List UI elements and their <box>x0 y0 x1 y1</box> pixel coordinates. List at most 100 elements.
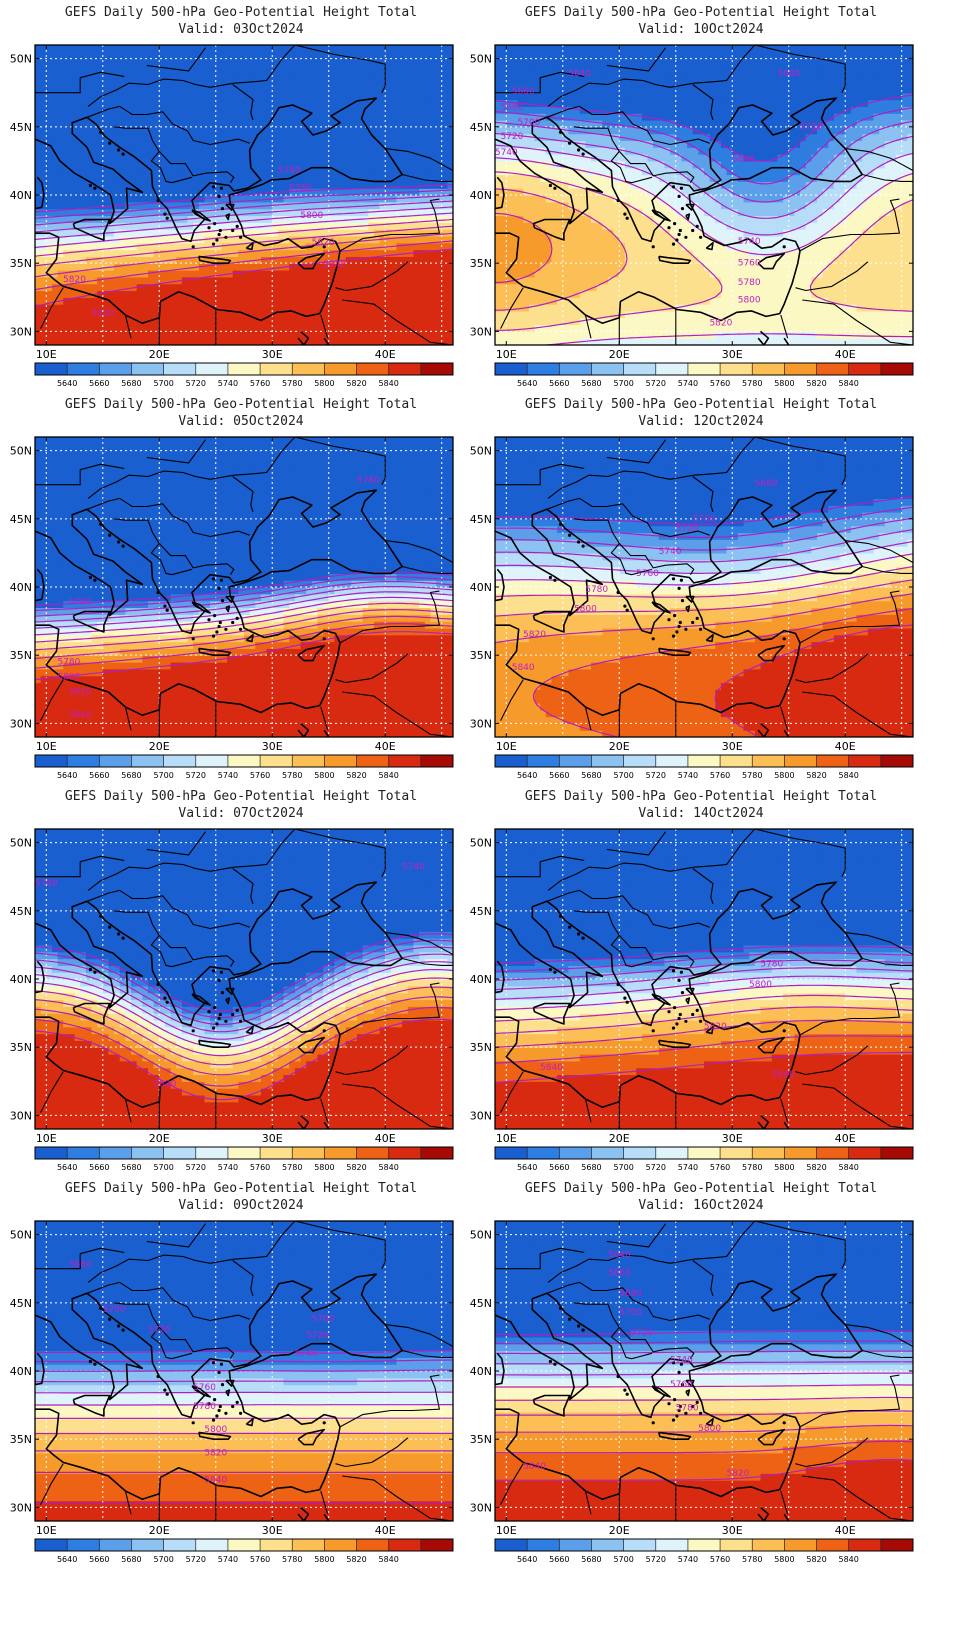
contour-label: 5680 <box>755 479 778 489</box>
contour-label: 5840 <box>69 711 92 721</box>
colorbar-swatch <box>35 755 68 767</box>
contour-label: 5800 <box>698 1424 721 1434</box>
contour-label: 5820 <box>69 688 92 698</box>
contour-label: 5680 <box>619 1289 642 1299</box>
contour-label: 5840 <box>91 309 114 319</box>
contour-label: 5640 <box>568 69 591 79</box>
colorbar-label: 5820 <box>346 379 366 388</box>
panel-title: GEFS Daily 500-hPa Geo-Potential Height … <box>460 1181 942 1197</box>
lon-tick-label: 20E <box>609 1524 630 1537</box>
colorbar-label: 5640 <box>517 771 537 780</box>
colorbar-swatch <box>623 755 657 767</box>
map-panel: GEFS Daily 500-hPa Geo-Potential Height … <box>0 1176 482 1586</box>
colorbar-swatch <box>356 1147 389 1159</box>
colorbar-swatch <box>356 1539 389 1551</box>
contour-labels: 5780 5820 5740 <box>35 863 425 1090</box>
axes: 10E 20E 30E 40E 50N 45N 40N 35N 30N <box>470 829 913 1145</box>
contour-label: 5780 <box>738 278 761 288</box>
colorbar-swatch <box>227 363 261 375</box>
contour-label: 5760 <box>738 259 761 269</box>
lon-tick-label: 40E <box>835 1524 856 1537</box>
colorbar: 5640 5660 5680 5700 5720 5740 5760 5780 5800 5820… <box>494 362 914 388</box>
coastlines <box>35 1221 453 1521</box>
colorbar-label: 5680 <box>581 379 601 388</box>
lat-tick-label: 35N <box>10 257 32 270</box>
gridlines <box>495 437 913 737</box>
contour-label: 5680 <box>732 155 755 165</box>
contour-labels: 5660 5700 5720 5700 5720 5740 5760 5780 5800 5820… <box>69 1260 335 1486</box>
colorbar-label: 5640 <box>517 379 537 388</box>
panel-valid-date: Valid: 10Oct2024 <box>460 22 942 38</box>
colorbar-swatch <box>559 755 592 767</box>
height-field <box>495 1221 913 1521</box>
coastlines <box>35 45 453 345</box>
lat-tick-label: 50N <box>470 837 492 850</box>
colorbar-label: 5700 <box>613 771 633 780</box>
colorbar-swatch <box>720 363 753 375</box>
contour-label: 5720 <box>800 122 823 132</box>
map-plot: 5760 5780 5800 5820 5840 5820 5840 10E 20E 30E 40E… <box>10 44 454 388</box>
lat-tick-label: 50N <box>10 1229 32 1242</box>
colorbar-swatch <box>324 1539 357 1551</box>
colorbar-swatch <box>131 755 164 767</box>
contour-lines <box>495 496 913 737</box>
contour-label: 5680 <box>500 103 523 113</box>
colorbar-label: 5680 <box>121 1163 141 1172</box>
colorbar-label: 5780 <box>742 1555 762 1564</box>
contour-label: 5720 <box>630 1328 653 1338</box>
colorbar-label: 5740 <box>218 1163 238 1172</box>
colorbar: 5640 5660 5680 5700 5720 5740 5760 5780 5800 5820… <box>494 1146 914 1172</box>
map-plot: 5640 5660 5680 5700 5720 5740 5760 5780 5800 5820… <box>470 1220 914 1564</box>
panel-valid-date: Valid: 12Oct2024 <box>460 414 942 430</box>
colorbar-swatch <box>35 1539 68 1551</box>
colorbar-swatch <box>99 1539 132 1551</box>
colorbar-label: 5660 <box>89 1163 109 1172</box>
colorbar-label: 5820 <box>806 1555 826 1564</box>
contour-label: 5820 <box>153 1080 176 1090</box>
contour-label: 5800 <box>57 673 80 683</box>
lon-tick-label: 20E <box>149 348 170 361</box>
map-panel: GEFS Daily 500-hPa Geo-Potential Height … <box>0 0 482 410</box>
colorbar-swatch <box>195 1147 229 1159</box>
height-field <box>35 829 453 1129</box>
colorbar-swatch <box>195 1539 229 1551</box>
colorbar-swatch <box>388 363 422 375</box>
colorbar-swatch <box>591 363 624 375</box>
colorbar-label: 5840 <box>839 1555 859 1564</box>
colorbar-swatch <box>35 1147 68 1159</box>
contour-lines <box>35 571 453 681</box>
lon-tick-label: 30E <box>722 348 743 361</box>
colorbar-label: 5820 <box>806 771 826 780</box>
panel-valid-date: Valid: 16Oct2024 <box>460 1198 942 1214</box>
lat-tick-label: 40N <box>10 189 32 202</box>
colorbar-label: 5740 <box>678 771 698 780</box>
contour-label: 5840 <box>523 1462 546 1472</box>
contour-label: 5740 <box>402 863 425 873</box>
lat-tick-label: 30N <box>10 1501 32 1514</box>
contour-label: 5660 <box>512 87 535 97</box>
colorbar-swatch <box>356 755 389 767</box>
colorbar-swatch <box>623 1147 657 1159</box>
axes: 10E 20E 30E 40E 50N 45N 40N 35N 30N <box>10 437 453 753</box>
map-panel: GEFS Daily 500-hPa Geo-Potential Height … <box>460 0 942 410</box>
contour-label: 5720 <box>306 1331 329 1341</box>
lat-tick-label: 35N <box>470 649 492 662</box>
lon-tick-label: 10E <box>36 740 57 753</box>
contour-label: 5820 <box>709 319 732 329</box>
colorbar-swatch <box>292 363 325 375</box>
gridlines <box>495 1221 913 1521</box>
lon-tick-label: 30E <box>722 1132 743 1145</box>
contour-label: 5840 <box>323 260 346 270</box>
colorbar-label: 5680 <box>581 771 601 780</box>
colorbar: 5640 5660 5680 5700 5720 5740 5760 5780 5800 5820… <box>34 362 454 388</box>
colorbar-swatch <box>131 363 164 375</box>
contour-label: 5740 <box>738 237 761 247</box>
colorbar-swatch <box>687 1539 721 1551</box>
map-plot: 5660 5700 5720 5700 5720 5740 5760 5780 5800 5820… <box>10 1220 454 1564</box>
colorbar-label: 5680 <box>581 1163 601 1172</box>
lon-tick-label: 40E <box>375 740 396 753</box>
panel-valid-date: Valid: 05Oct2024 <box>0 414 482 430</box>
contour-label: 5720 <box>148 1326 171 1336</box>
colorbar-swatch <box>324 1147 357 1159</box>
colorbar-swatch <box>816 755 849 767</box>
